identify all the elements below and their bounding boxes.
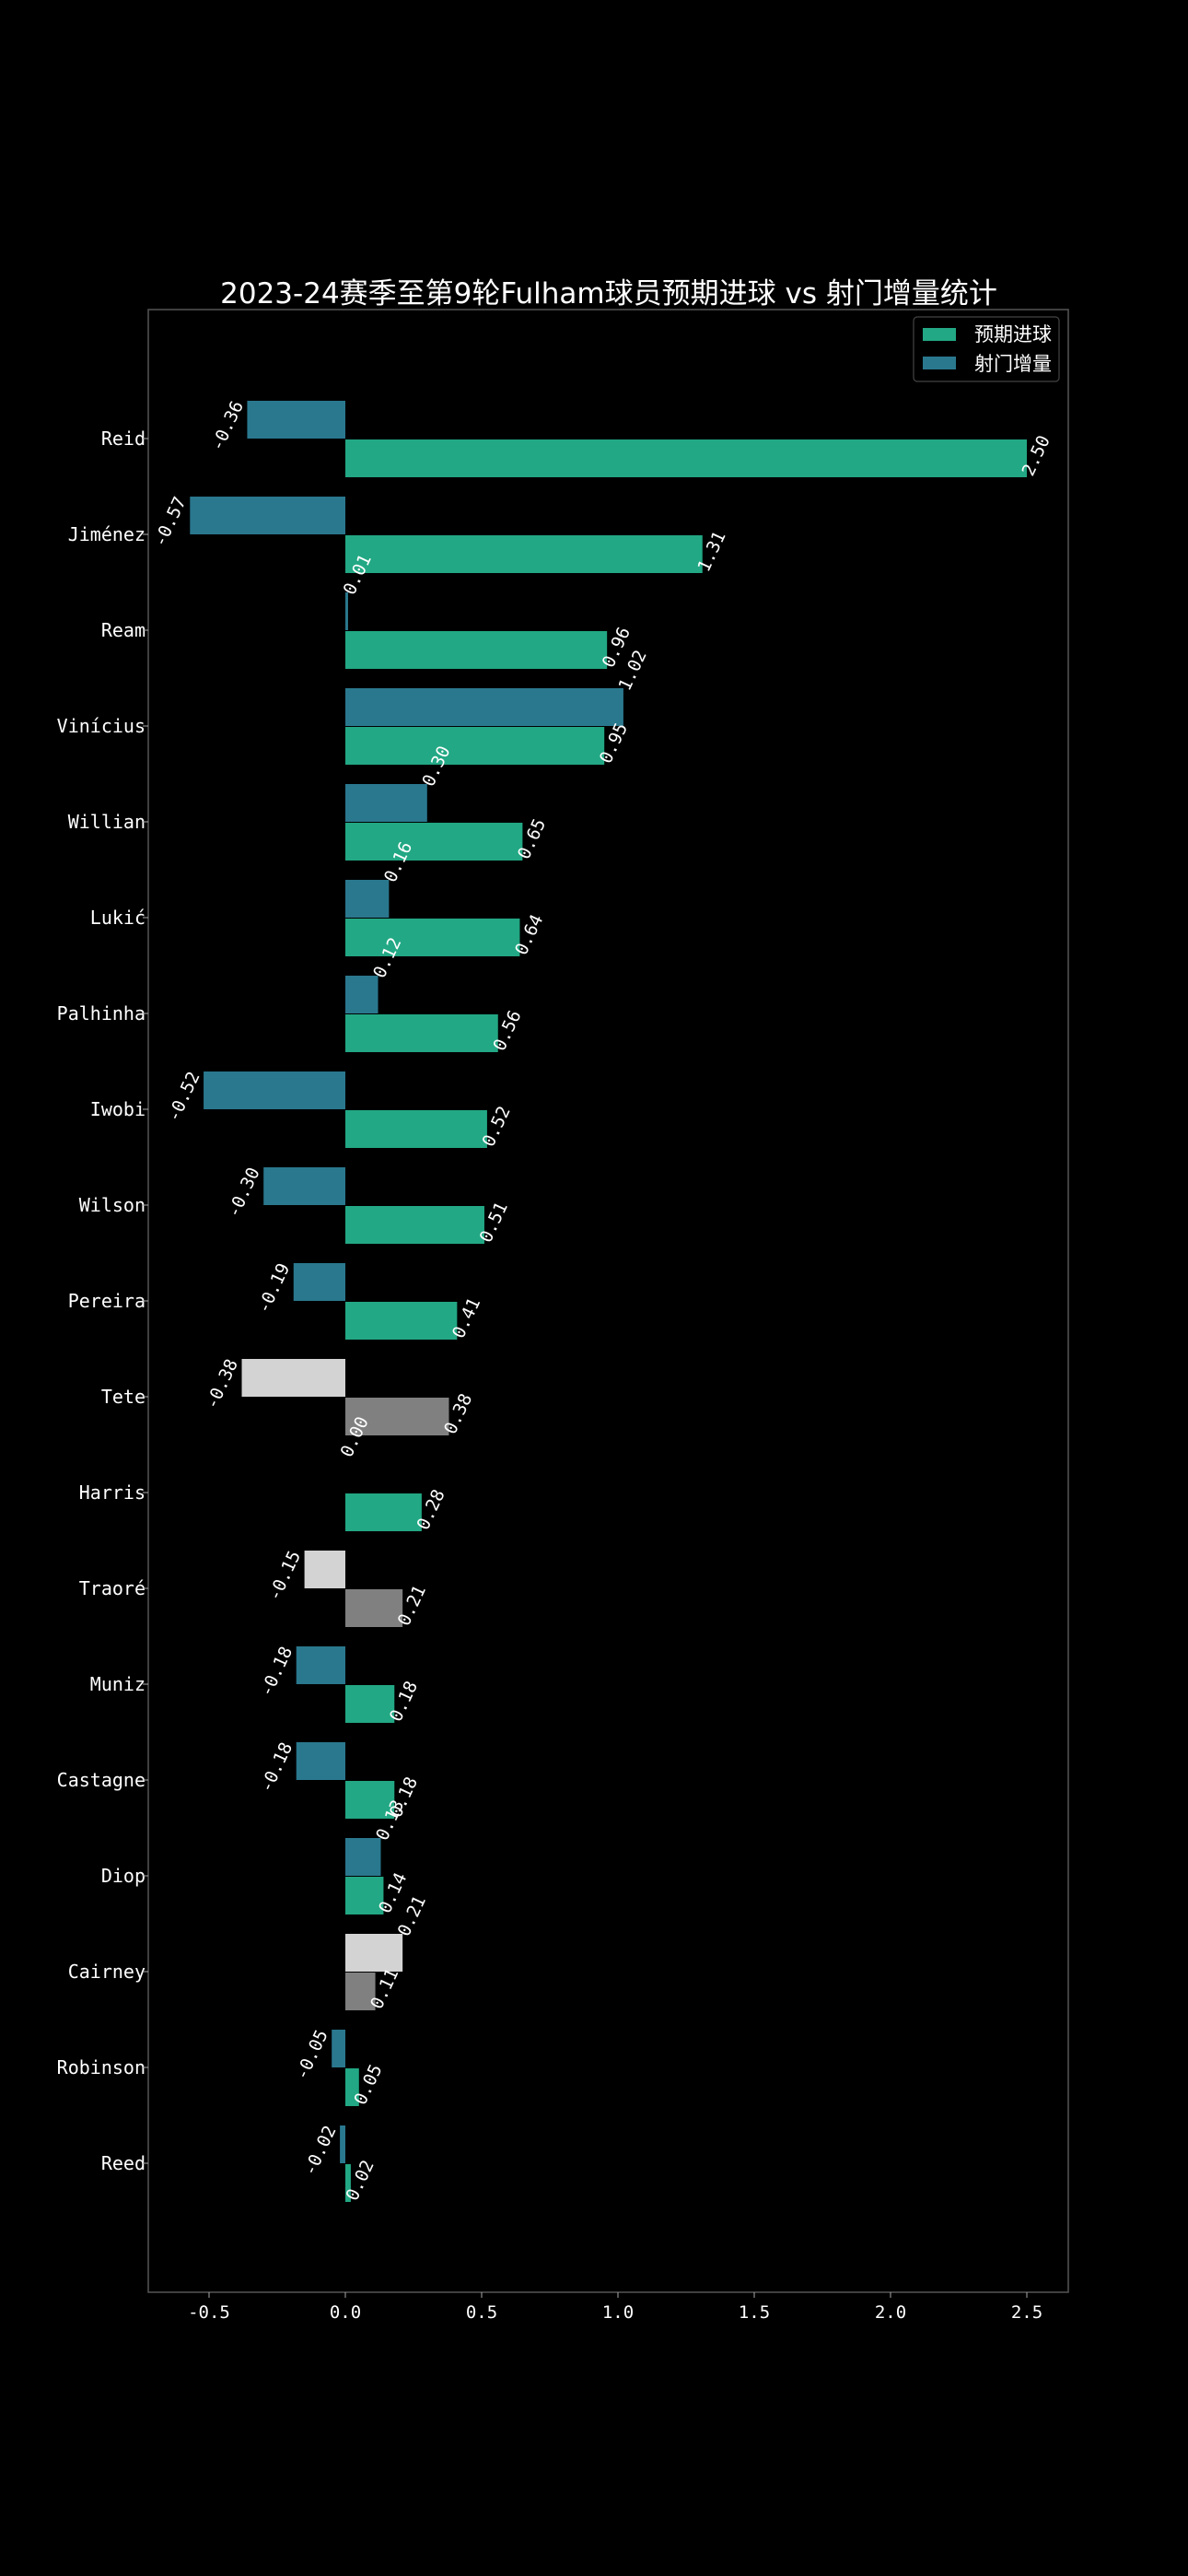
bar-expected-goals-lukic bbox=[345, 919, 520, 956]
legend-label-shot-delta: 射门增量 bbox=[974, 353, 1052, 375]
bar-shot-delta-cairney bbox=[345, 1934, 403, 1972]
bar-shot-delta-muniz bbox=[296, 1646, 345, 1684]
bar-shot-delta-robinson bbox=[332, 2030, 345, 2067]
bar-expected-goals-castagne bbox=[345, 1781, 395, 1819]
y-tick-label-robinson: Robinson bbox=[57, 2056, 146, 2078]
bar-shot-delta-castagne bbox=[296, 1742, 345, 1780]
bar-expected-goals-traore bbox=[345, 1589, 403, 1627]
legend-label-expected-goals: 预期进球 bbox=[974, 323, 1052, 345]
bar-shot-delta-tete bbox=[241, 1359, 345, 1397]
bar-expected-goals-vinicius bbox=[345, 727, 605, 765]
y-tick-label-reid: Reid bbox=[101, 427, 146, 450]
y-tick-label-vinicius: Vinícius bbox=[57, 715, 146, 737]
legend: 预期进球 射门增量 bbox=[913, 316, 1060, 382]
x-tick-label: 1.0 bbox=[602, 2302, 634, 2323]
bar-expected-goals-diop bbox=[345, 1877, 384, 1914]
y-tick-label-muniz: Muniz bbox=[90, 1673, 146, 1695]
y-axis: Reid Jiménez Ream Vinícius Willian Lukić Palhi… bbox=[57, 427, 148, 2174]
bar-shot-delta-jimenez bbox=[190, 497, 345, 534]
y-tick-label-willian: Willian bbox=[68, 811, 146, 833]
bar-shot-delta-traore bbox=[304, 1551, 345, 1588]
y-tick-label-jimenez: Jiménez bbox=[68, 523, 146, 545]
bar-shot-delta-palhinha bbox=[345, 976, 379, 1013]
x-tick-label: 1.5 bbox=[739, 2302, 770, 2323]
bar-shot-delta-wilson bbox=[263, 1167, 345, 1205]
y-tick-label-pereira: Pereira bbox=[68, 1290, 146, 1312]
bar-expected-goals-pereira bbox=[345, 1302, 458, 1340]
y-tick-label-cairney: Cairney bbox=[68, 1961, 146, 1983]
y-tick-label-palhinha: Palhinha bbox=[57, 1002, 146, 1025]
chart-title: 2023-24赛季至第9轮Fulham球员预期进球 vs 射门增量统计 bbox=[220, 277, 997, 310]
bar-shot-delta-pereira bbox=[293, 1263, 345, 1301]
x-tick-label: -0.5 bbox=[188, 2302, 230, 2323]
y-tick-label-tete: Tete bbox=[101, 1386, 146, 1408]
bar-shot-delta-ream bbox=[345, 592, 348, 630]
bar-expected-goals-cairney bbox=[345, 1973, 376, 2010]
y-tick-label-reed: Reed bbox=[101, 2152, 146, 2174]
bar-expected-goals-jimenez bbox=[345, 535, 703, 573]
legend-swatch-expected-goals bbox=[923, 328, 956, 341]
bar-expected-goals-ream bbox=[345, 631, 608, 669]
y-tick-label-diop: Diop bbox=[101, 1865, 146, 1887]
y-tick-label-lukic: Lukić bbox=[90, 907, 146, 929]
bar-expected-goals-palhinha bbox=[345, 1014, 498, 1052]
bar-expected-goals-tete bbox=[345, 1398, 449, 1435]
y-tick-label-harris: Harris bbox=[79, 1481, 146, 1504]
y-tick-label-wilson: Wilson bbox=[79, 1194, 146, 1216]
legend-swatch-shot-delta bbox=[923, 357, 956, 369]
x-tick-label: 0.0 bbox=[330, 2302, 361, 2323]
bar-expected-goals-wilson bbox=[345, 1206, 484, 1244]
x-tick-label: 0.5 bbox=[466, 2302, 497, 2323]
bar-expected-goals-reid bbox=[345, 439, 1027, 477]
bar-expected-goals-reed bbox=[345, 2164, 351, 2202]
bars-layer bbox=[190, 401, 1027, 2202]
bar-shot-delta-iwobi bbox=[204, 1071, 345, 1109]
y-tick-label-iwobi: Iwobi bbox=[90, 1098, 146, 1120]
y-tick-label-traore: Traoré bbox=[79, 1577, 146, 1599]
x-axis: -0.5 0.0 0.5 1.0 1.5 2.0 2.5 bbox=[188, 2292, 1042, 2323]
bar-expected-goals-robinson bbox=[345, 2068, 359, 2106]
bar-shot-delta-willian bbox=[345, 784, 427, 822]
bar-shot-delta-lukic bbox=[345, 880, 390, 918]
y-tick-label-castagne: Castagne bbox=[57, 1769, 146, 1791]
bar-expected-goals-willian bbox=[345, 823, 523, 861]
bar-shot-delta-reid bbox=[247, 401, 345, 439]
bar-expected-goals-iwobi bbox=[345, 1110, 487, 1148]
bar-shot-delta-diop bbox=[345, 1838, 381, 1876]
bar-shot-delta-reed bbox=[340, 2125, 345, 2163]
bar-expected-goals-harris bbox=[345, 1493, 422, 1531]
x-tick-label: 2.5 bbox=[1011, 2302, 1042, 2323]
y-tick-label-ream: Ream bbox=[101, 619, 146, 641]
bar-expected-goals-muniz bbox=[345, 1685, 395, 1723]
x-tick-label: 2.0 bbox=[875, 2302, 906, 2323]
bar-shot-delta-vinicius bbox=[345, 688, 623, 726]
